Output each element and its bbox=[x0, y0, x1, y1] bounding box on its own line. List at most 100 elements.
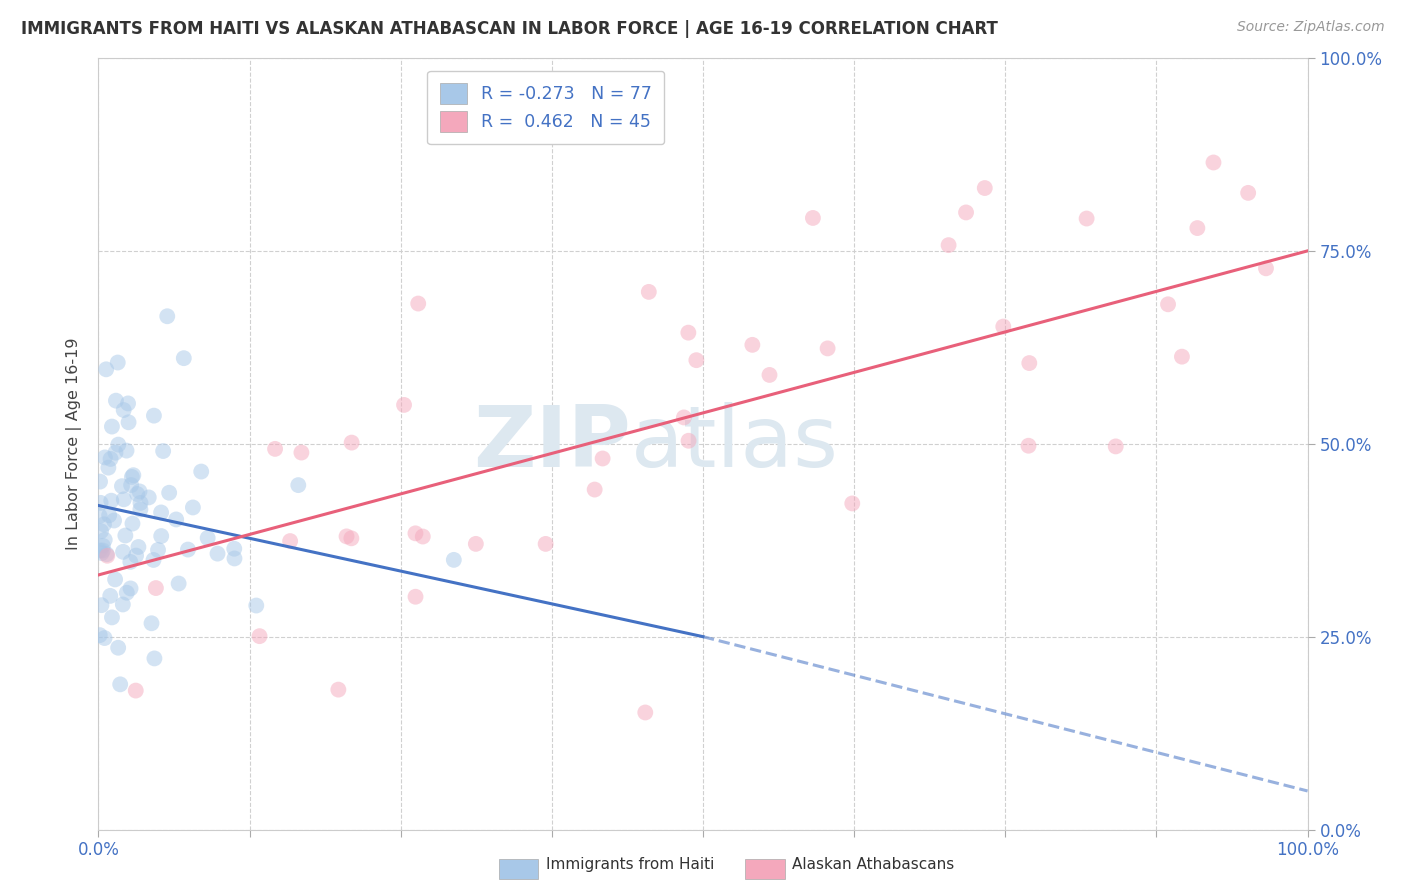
Point bbox=[114, 528, 136, 542]
Point bbox=[278, 534, 301, 549]
Point bbox=[100, 451, 122, 466]
Point bbox=[142, 409, 165, 423]
Point bbox=[93, 533, 115, 547]
Point bbox=[245, 599, 267, 613]
Point bbox=[96, 547, 118, 561]
Point bbox=[120, 582, 142, 596]
Point bbox=[181, 500, 204, 515]
Point bbox=[685, 353, 707, 368]
Point bbox=[146, 543, 169, 558]
Point bbox=[128, 484, 150, 499]
Point bbox=[107, 437, 129, 451]
Point bbox=[177, 542, 200, 557]
Point bbox=[104, 445, 127, 459]
Legend: R = -0.273   N = 77, R =  0.462   N = 45: R = -0.273 N = 77, R = 0.462 N = 45 bbox=[427, 70, 664, 145]
Point bbox=[120, 478, 142, 492]
Point bbox=[405, 590, 427, 604]
Point bbox=[150, 506, 173, 520]
Point bbox=[1018, 356, 1040, 370]
Point bbox=[104, 393, 127, 408]
Point bbox=[443, 553, 465, 567]
Point bbox=[404, 526, 426, 541]
Point bbox=[973, 181, 995, 195]
Point bbox=[117, 415, 139, 429]
Point bbox=[127, 487, 149, 501]
Point bbox=[91, 539, 114, 553]
Point bbox=[741, 338, 763, 352]
Point bbox=[938, 238, 960, 252]
Point bbox=[108, 677, 131, 691]
Point bbox=[678, 326, 700, 340]
Point bbox=[94, 450, 117, 465]
Point bbox=[90, 496, 112, 510]
Point bbox=[672, 410, 695, 425]
Point bbox=[121, 516, 143, 531]
Point bbox=[104, 573, 127, 587]
Point bbox=[98, 508, 121, 523]
Point bbox=[190, 465, 212, 479]
Point bbox=[207, 547, 229, 561]
Point bbox=[111, 598, 134, 612]
Point bbox=[290, 445, 312, 459]
Point bbox=[841, 496, 863, 510]
Text: ZIP: ZIP bbox=[472, 402, 630, 485]
Point bbox=[89, 508, 111, 523]
Point bbox=[1171, 350, 1194, 364]
Point bbox=[340, 531, 363, 545]
Point bbox=[1202, 155, 1225, 169]
Point bbox=[152, 444, 174, 458]
Point bbox=[98, 589, 121, 603]
Point bbox=[156, 310, 179, 324]
Point bbox=[90, 598, 112, 612]
Point bbox=[107, 355, 129, 369]
Point bbox=[634, 706, 657, 720]
Point bbox=[264, 442, 287, 456]
Point bbox=[406, 296, 429, 310]
Text: Alaskan Athabascans: Alaskan Athabascans bbox=[792, 857, 953, 872]
Point bbox=[412, 529, 434, 543]
Point bbox=[93, 517, 115, 532]
Point bbox=[103, 514, 125, 528]
Point bbox=[678, 434, 700, 448]
Text: Immigrants from Haiti: Immigrants from Haiti bbox=[546, 857, 714, 872]
Point bbox=[112, 545, 135, 559]
Point bbox=[145, 581, 167, 595]
Point bbox=[141, 616, 163, 631]
Point bbox=[120, 555, 142, 569]
Point bbox=[96, 549, 118, 563]
Text: Source: ZipAtlas.com: Source: ZipAtlas.com bbox=[1237, 20, 1385, 34]
Point bbox=[224, 551, 246, 566]
Point bbox=[127, 540, 149, 554]
Point bbox=[1018, 439, 1040, 453]
Point bbox=[1237, 186, 1260, 200]
Point bbox=[121, 470, 143, 484]
Point bbox=[112, 403, 135, 417]
Point bbox=[534, 537, 557, 551]
Point bbox=[89, 475, 111, 489]
Point bbox=[96, 362, 118, 376]
Point bbox=[142, 553, 165, 567]
Point bbox=[91, 543, 114, 558]
Point bbox=[115, 443, 138, 458]
Point bbox=[328, 682, 350, 697]
Point bbox=[112, 492, 135, 507]
Point bbox=[100, 493, 122, 508]
Point bbox=[101, 419, 124, 434]
Point bbox=[101, 610, 124, 624]
Point bbox=[167, 576, 190, 591]
Point bbox=[129, 496, 152, 510]
Point bbox=[637, 285, 659, 299]
Point bbox=[249, 629, 271, 643]
Point bbox=[197, 531, 219, 545]
Y-axis label: In Labor Force | Age 16-19: In Labor Force | Age 16-19 bbox=[66, 337, 83, 550]
Point bbox=[129, 502, 152, 516]
Point bbox=[143, 651, 166, 665]
Point bbox=[592, 451, 614, 466]
Point bbox=[287, 478, 309, 492]
Point bbox=[224, 541, 246, 556]
Point bbox=[758, 368, 780, 382]
Point bbox=[93, 631, 115, 645]
Point bbox=[1157, 297, 1180, 311]
Point bbox=[89, 543, 111, 558]
Point bbox=[122, 468, 145, 483]
